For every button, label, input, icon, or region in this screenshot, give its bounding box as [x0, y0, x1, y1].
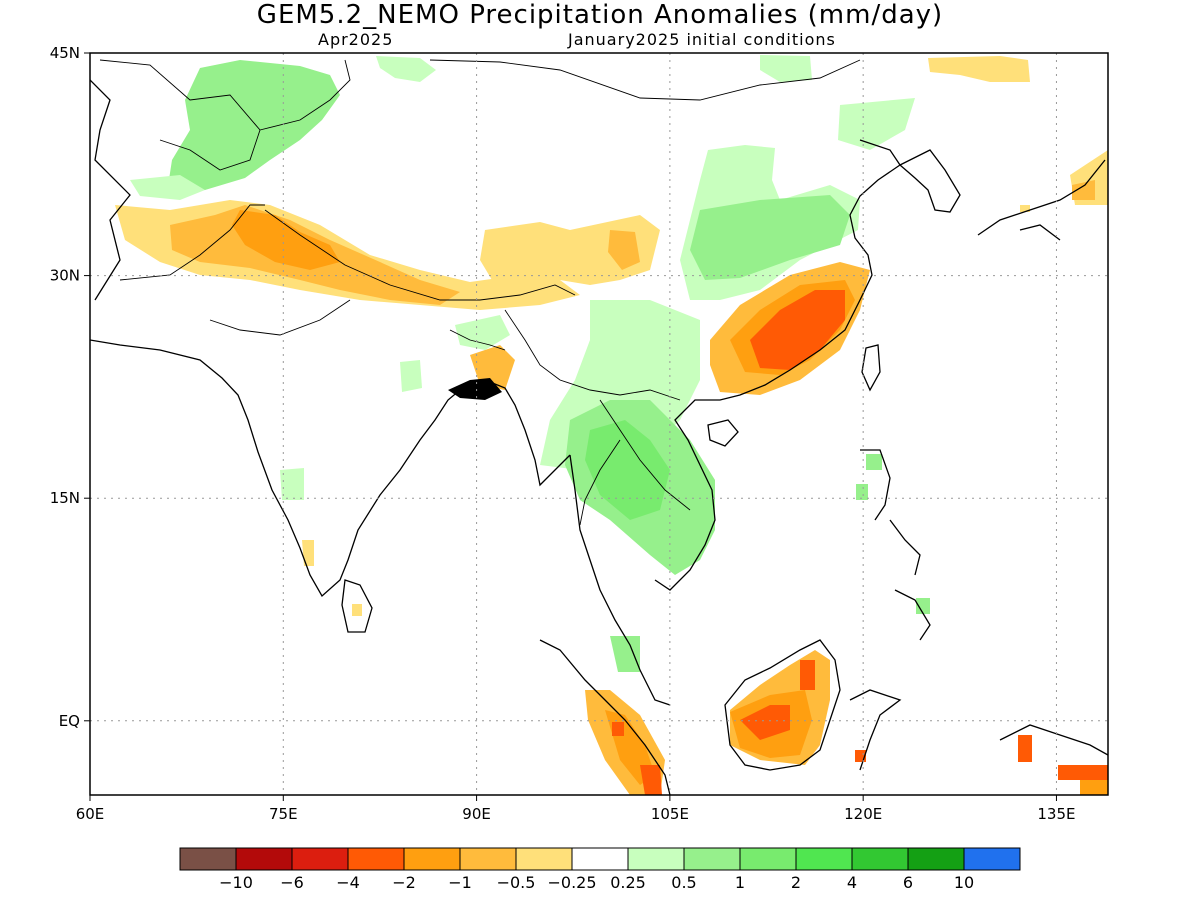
- longitude-axis: 60E 75E 90E 105E 120E 135E: [76, 795, 1076, 823]
- colorbar-swatch: [179, 847, 237, 871]
- himalaya-border: [264, 209, 576, 301]
- colorbar: −10 −6 −4 −2 −1 −0.5 −0.25 0.25 0.5 1 2 4 6 10: [179, 847, 1021, 892]
- india-interior-border: [209, 299, 351, 336]
- colorbar-label: 0.5: [671, 873, 696, 892]
- dry-anomaly-bangladesh: [470, 345, 515, 390]
- lon-tick-label: 75E: [269, 805, 298, 823]
- wet-anomaly-indochina-core: [585, 420, 670, 520]
- colorbar-swatch: [683, 847, 741, 871]
- central-asia-borders: [99, 59, 351, 171]
- dry-anomaly-borneo-core: [740, 660, 866, 762]
- colorbar-label: −2: [392, 873, 416, 892]
- hainan-coastline: [707, 419, 739, 447]
- india-coastline: [90, 339, 461, 598]
- colorbar-swatch: [907, 847, 965, 871]
- colorbar-label: −6: [280, 873, 304, 892]
- dry-anomaly-new-guinea-light: [1080, 780, 1108, 795]
- colorbar-swatch: [851, 847, 909, 871]
- bangladesh-border: [449, 329, 506, 351]
- dry-anomaly-japan-core: [1072, 180, 1095, 200]
- wet-anomaly-china: [690, 195, 850, 280]
- colorbar-label: 2: [791, 873, 801, 892]
- colorbar-label: 10: [954, 873, 974, 892]
- vietnam-coastline: [654, 139, 901, 591]
- colorbar-swatch: [627, 847, 685, 871]
- colorbar-label: −4: [336, 873, 360, 892]
- colorbar-swatch: [963, 847, 1021, 871]
- colorbar-swatch: [459, 847, 517, 871]
- colorbar-label: 6: [903, 873, 913, 892]
- dry-anomaly-tibet-core: [608, 230, 640, 270]
- korea-coastline: [898, 149, 961, 213]
- colorbar-label: 1: [735, 873, 745, 892]
- sri-lanka-coastline: [341, 579, 373, 633]
- colorbar-swatch: [403, 847, 461, 871]
- wet-anomaly-central-india: [400, 360, 422, 392]
- country-borders: [99, 59, 861, 526]
- dry-anomaly-se-china-core: [750, 290, 845, 370]
- colorbar-label: −0.25: [547, 873, 596, 892]
- wet-anomaly-bengal: [455, 315, 510, 350]
- lon-tick-label: 135E: [1037, 805, 1075, 823]
- valid-month-label: Apr2025: [318, 30, 394, 49]
- wet-anomaly-nw-india: [130, 175, 205, 200]
- map-title: GEM5.2_NEMO Precipitation Anomalies (mm/…: [256, 0, 944, 30]
- lon-tick-label: 105E: [651, 805, 689, 823]
- colorbar-label: 4: [847, 873, 857, 892]
- colorbar-swatch: [347, 847, 405, 871]
- lat-tick-label: EQ: [59, 712, 80, 730]
- thailand-laos-border: [579, 399, 691, 526]
- sumatra-coastline: [539, 639, 671, 795]
- wet-anomaly-malaya: [610, 636, 640, 672]
- colorbar-swatch: [515, 847, 573, 871]
- dry-anomaly-sri-lanka: [302, 540, 362, 616]
- wet-anomaly-philippines: [856, 454, 930, 614]
- gridlines: [90, 53, 1108, 795]
- anomaly-field: [115, 55, 1108, 795]
- bengal-delta: [448, 378, 502, 400]
- colorbar-swatch: [291, 847, 349, 871]
- wet-anomaly-korea-light: [838, 98, 915, 150]
- wet-anomaly-ne-china: [760, 55, 812, 82]
- latitude-axis: 45N 30N 15N EQ: [50, 44, 90, 730]
- indochina-coastline: [569, 454, 671, 706]
- colorbar-swatch: [739, 847, 797, 871]
- coastlines: [90, 79, 1108, 795]
- plot-frame: [89, 52, 1109, 796]
- wet-anomaly-india-south: [280, 468, 304, 500]
- dry-anomaly-himalaya-core: [232, 210, 340, 270]
- colorbar-label: 0.25: [610, 873, 646, 892]
- china-mongolia-border: [429, 59, 861, 101]
- taiwan-coastline: [861, 344, 881, 392]
- lat-tick-label: 30N: [50, 267, 80, 285]
- colorbar-swatch: [235, 847, 293, 871]
- sulawesi-coastline: [849, 689, 902, 771]
- colorbar-label: −0.5: [497, 873, 536, 892]
- colorbar-label: −10: [219, 873, 253, 892]
- caspian-region-border: [90, 79, 131, 301]
- lon-tick-label: 90E: [462, 805, 491, 823]
- wet-anomaly-central-asia-light: [376, 56, 436, 82]
- new-guinea-coastline: [999, 724, 1108, 756]
- dry-anomaly-sumatra-core: [612, 722, 662, 795]
- colorbar-swatch: [795, 847, 853, 871]
- init-conditions-label: January2025 initial conditions: [568, 30, 836, 49]
- lat-tick-label: 15N: [50, 489, 80, 507]
- colorbar-swatch: [571, 847, 629, 871]
- myanmar-border: [504, 309, 681, 401]
- lat-tick-label: 45N: [50, 44, 80, 62]
- lon-tick-label: 60E: [76, 805, 105, 823]
- borneo-coastline: [724, 639, 841, 771]
- wet-anomaly-central-asia: [168, 60, 340, 190]
- lon-tick-label: 120E: [844, 805, 882, 823]
- dry-anomaly-new-guinea: [1018, 735, 1108, 780]
- philippines-coastline: [860, 449, 931, 641]
- colorbar-label: −1: [448, 873, 472, 892]
- japan-coastline: [977, 159, 1106, 241]
- dry-anomaly-ne-china: [928, 56, 1030, 82]
